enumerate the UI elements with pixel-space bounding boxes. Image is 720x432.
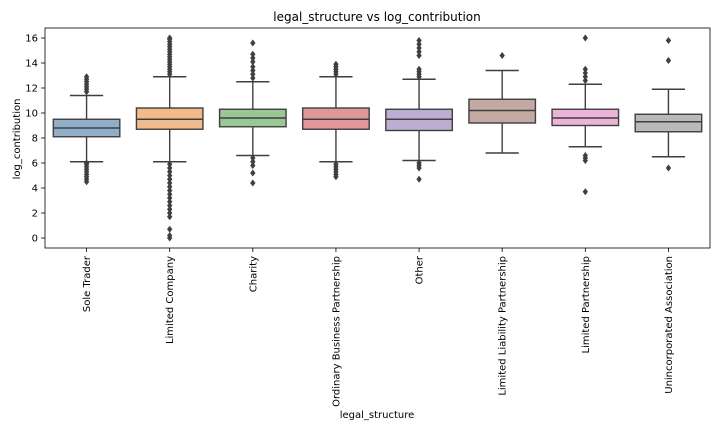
outlier-point [166,179,173,187]
outlier-point [333,160,339,168]
outlier-point [166,186,173,195]
outlier-point [416,175,422,183]
outlier-point [665,36,672,45]
x-tick-label: Limited Company [165,256,176,344]
outlier-point [250,169,256,177]
outlier-point [416,65,422,73]
y-tick-label: 8 [32,134,38,145]
outlier-point [166,205,173,213]
outlier-point [416,51,422,60]
outlier-point [582,188,589,196]
outlier-point [416,36,422,45]
outlier-point [166,231,173,240]
outlier-point [250,63,256,71]
outlier-point [499,51,505,60]
outlier-point [416,40,422,48]
outlier-point [166,190,173,198]
outlier-point [166,168,173,176]
outlier-point [250,179,256,187]
y-tick-label: 0 [32,234,38,245]
x-tick-label: Limited Liability Partnership [498,256,509,396]
outlier-point [582,69,589,77]
x-tick-label: Sole Trader [82,255,93,312]
chart-title: legal_structure vs log_contribution [273,10,480,24]
outlier-point [166,164,173,172]
y-tick-label: 12 [25,84,38,95]
outlier-point [166,194,173,202]
y-axis-label: log_contribution [12,99,23,180]
box-7 [634,113,703,133]
outlier-point [250,70,256,78]
y-tick-label: 10 [25,109,38,120]
x-axis-label: legal_structure [340,410,415,421]
outlier-point [166,209,173,217]
x-tick-label: Ordinary Business Partnership [331,256,342,407]
y-tick-label: 16 [25,34,38,45]
outlier-point [582,34,589,42]
outlier-point [83,159,90,167]
outlier-point [250,74,256,82]
outlier-point [166,213,173,221]
outlier-point [416,159,422,167]
x-tick-label: Limited Partnership [581,256,592,354]
x-tick-label: Other [415,255,426,284]
outlier-point [166,183,173,191]
outlier-point [166,201,173,210]
outlier-point [166,175,173,183]
outlier-point [166,171,173,180]
outlier-point [416,48,422,56]
plot-frame [44,27,711,249]
y-tick-label: 4 [32,184,38,195]
outlier-point [166,160,173,168]
plot-area: 0 2 4 6 8 10 12 14 16 Sole Trader Limited Company C… [25,34,703,407]
outlier-point [333,60,339,68]
x-tick-label: Unincorporated Association [664,256,675,394]
outlier-point [166,198,173,206]
outlier-point [250,161,256,170]
outlier-point [665,164,672,172]
outlier-point [416,44,422,52]
outlier-point [582,73,589,81]
outlier-point [250,154,256,162]
outlier-point [250,39,256,47]
outlier-point [250,50,256,58]
outlier-point [250,66,256,75]
outlier-point [582,151,589,160]
outlier-point [166,34,173,42]
outlier-point [83,73,90,81]
outlier-point [166,225,173,233]
outlier-point [582,76,589,85]
x-tick-label: Charity [248,256,259,292]
outlier-point [582,65,589,73]
outlier-point [665,56,672,65]
y-tick-label: 14 [25,59,38,70]
y-tick-label: 6 [32,159,38,170]
y-tick-label: 2 [32,209,38,220]
outlier-point [250,58,256,66]
outlier-point [250,158,256,166]
outlier-point [250,54,256,62]
